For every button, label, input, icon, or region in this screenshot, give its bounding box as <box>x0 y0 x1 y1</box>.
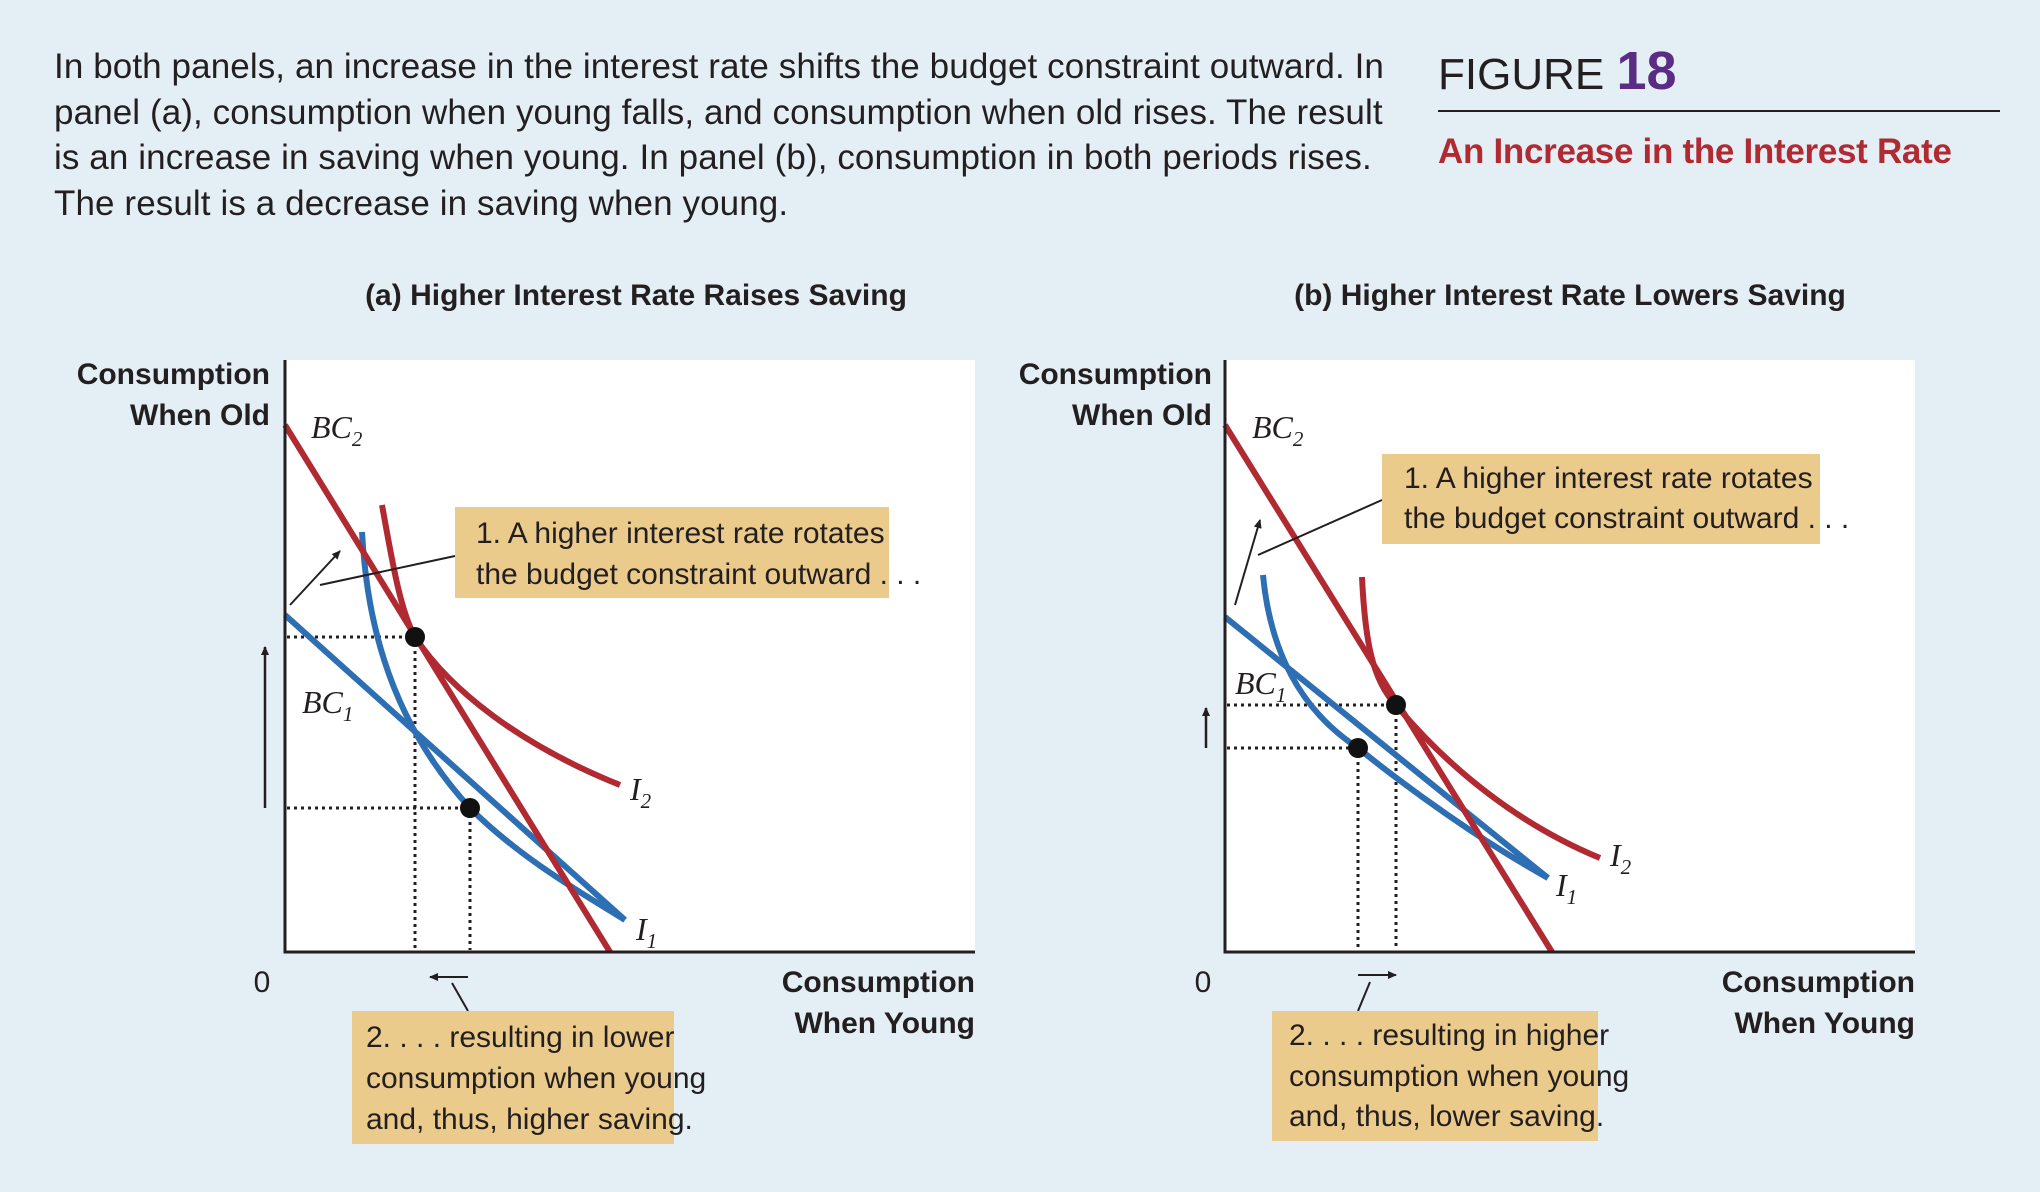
panel-a-y-axis-label-line2: When Old <box>130 399 270 432</box>
panel-a-rotation-arrow <box>289 550 341 606</box>
panel-b-note2-line1: 2. . . . resulting in higher <box>1289 1019 1609 1052</box>
panel-b-y-axis-label-line2: When Old <box>1072 399 1212 432</box>
panel-a-title: (a) Higher Interest Rate Raises Saving <box>365 279 907 312</box>
panel-a-bc1-label: BC1 <box>302 684 353 726</box>
panel-a-i2-label: I2 <box>629 771 652 813</box>
figure-prefix: FIGURE <box>1438 50 1605 99</box>
panel-b-budget-line-bc1 <box>1223 614 1550 881</box>
figure-title: An Increase in the Interest Rate <box>1438 132 1952 171</box>
panel-a-point-old <box>460 798 480 818</box>
panel-b-point-new <box>1386 695 1406 715</box>
panel-a-note2-line3: and, thus, higher saving. <box>366 1103 693 1136</box>
panel-b-y-axis-label-line1: Consumption <box>1019 358 1212 391</box>
panel-b-rotation-arrow <box>1234 519 1262 606</box>
panel-b-note1-line2: the budget constraint outward . . . <box>1404 502 1849 535</box>
figure-heading: FIGURE 18 <box>1438 40 2000 112</box>
panel-a-y-axis-label-line1: Consumption <box>77 358 270 391</box>
panel-b-bc2-label: BC2 <box>1252 409 1304 451</box>
panel-a: (a) Higher Interest Rate Raises Saving C… <box>77 279 975 1144</box>
panel-b: (b) Higher Interest Rate Lowers Saving C… <box>1019 279 1915 1141</box>
panel-b-note2-leader <box>1357 981 1371 1012</box>
panel-a-note2-box <box>352 1011 674 1144</box>
panel-b-note1-leader <box>1257 499 1383 556</box>
panel-a-note1-line1: 1. A higher interest rate rotates <box>476 517 885 550</box>
panel-b-axes <box>1223 360 1915 954</box>
panel-a-bc2-label: BC2 <box>311 409 363 451</box>
panel-b-point-old <box>1348 738 1368 758</box>
panel-a-x-axis-label-line1: Consumption <box>782 966 975 999</box>
panel-b-note1-box <box>1382 454 1820 544</box>
panel-a-x-axis-label-line2: When Young <box>794 1007 975 1040</box>
panel-b-plot-area <box>1225 360 1915 952</box>
panel-b-budget-line-bc2 <box>1222 423 1555 954</box>
panel-a-note2-leader <box>451 982 469 1012</box>
panel-b-bc1-label: BC1 <box>1235 665 1286 707</box>
panel-b-i2-label: I2 <box>1609 837 1632 879</box>
panel-a-note2-line1: 2. . . . resulting in lower <box>366 1021 674 1054</box>
panel-a-note2-line2: consumption when young <box>366 1062 706 1095</box>
panel-a-axes <box>283 360 975 954</box>
panel-b-note1-line1: 1. A higher interest rate rotates <box>1404 462 1813 495</box>
panel-b-note2-line2: consumption when young <box>1289 1060 1629 1093</box>
panel-a-origin-label: 0 <box>254 966 271 999</box>
panel-a-budget-line-bc1 <box>282 612 628 923</box>
panel-b-note2-line3: and, thus, lower saving. <box>1289 1100 1604 1133</box>
panel-a-note1-line2: the budget constraint outward . . . <box>476 558 921 591</box>
panel-b-i1-label: I1 <box>1555 867 1577 909</box>
panel-b-x-axis-label-line1: Consumption <box>1722 966 1915 999</box>
panel-a-i1-label: I1 <box>635 911 657 953</box>
panel-a-note1-leader <box>319 555 456 586</box>
panel-a-plot-area <box>285 360 975 952</box>
panel-b-title: (b) Higher Interest Rate Lowers Saving <box>1294 279 1846 312</box>
panel-b-origin-label: 0 <box>1195 966 1212 999</box>
panel-a-point-new <box>405 627 425 647</box>
panel-a-budget-line-bc2 <box>282 423 613 954</box>
figure-number: 18 <box>1616 41 1677 101</box>
panel-b-note2-box <box>1272 1011 1598 1141</box>
panel-b-x-axis-label-line2: When Young <box>1734 1007 1915 1040</box>
figure-caption: In both panels, an increase in the inter… <box>54 47 1384 223</box>
panel-a-note1-box <box>455 507 889 598</box>
